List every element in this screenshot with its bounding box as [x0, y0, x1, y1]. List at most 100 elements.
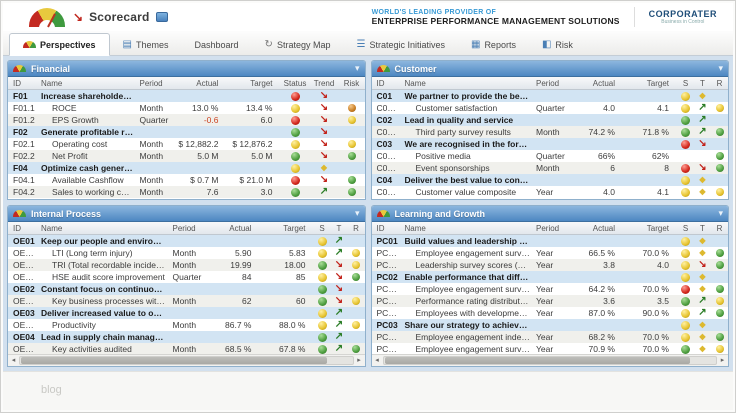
scroll-right-icon[interactable]: ▸: [357, 356, 361, 364]
status-ball-cell: [677, 319, 694, 331]
kpi-row[interactable]: F02.1 Operating cost Month $ 12,882.2 $ 12,8…: [8, 138, 365, 150]
scrollbar-thumb[interactable]: [21, 357, 327, 364]
scroll-right-icon[interactable]: ▸: [720, 356, 725, 364]
kpi-row[interactable]: F02.2 Net Profit Month 5.0 M 5.0 M ↘: [8, 150, 365, 162]
status-ball-yellow-icon: [681, 103, 690, 113]
tab-label: Reports: [484, 39, 516, 50]
kpi-row[interactable]: OE01.1 LTI (Long term injury) Month 5.90 5.8…: [8, 247, 365, 259]
kpi-row[interactable]: F01.2 EPS Growth Quarter -0.6 6.0 ↘: [8, 114, 365, 126]
cell-target: [623, 271, 677, 283]
scroll-left-icon[interactable]: ◂: [11, 356, 16, 364]
scrollbar-track[interactable]: [19, 356, 354, 365]
risk-ball-cell: [711, 102, 728, 114]
cell-target: [623, 174, 677, 186]
cell-id: OE03.1: [13, 320, 38, 330]
kpi-row[interactable]: F04.1 Available Cashflow Month $ 0.7 M $ 21.…: [8, 174, 365, 186]
tab-dashboard[interactable]: Dashboard: [182, 34, 252, 55]
status-ball-cell: [281, 162, 310, 174]
status-ball-cell: [677, 138, 694, 150]
cell-target: 85: [296, 272, 306, 282]
scrollbar-thumb[interactable]: [384, 357, 691, 364]
collapse-icon[interactable]: ▾: [354, 208, 360, 218]
column-header: ID: [376, 79, 385, 88]
kpi-row[interactable]: PC01.2 Leadership survey scores (360s)Yea…: [371, 259, 728, 271]
collapse-icon[interactable]: ▾: [718, 63, 723, 73]
status-ball-cell: [677, 295, 694, 307]
page-footer: blog: [3, 371, 733, 410]
objective-row[interactable]: OE02 Constant focus on continuous improve…: [8, 283, 365, 295]
cell-actual: 4.0: [603, 103, 615, 113]
cell-period: Quarter: [536, 103, 565, 113]
panel-customer-header[interactable]: Customer ▾: [371, 61, 728, 77]
tab-risk[interactable]: ◧ Risk: [529, 34, 586, 55]
kpi-row[interactable]: PC02.1 Employee engagement survey Year 64.2…: [371, 283, 728, 295]
objective-row[interactable]: F02 Generate profitable revenue growth ↘: [8, 126, 365, 138]
objective-row[interactable]: OE04 Lead in supply chain management ↗: [8, 331, 365, 343]
panel-learning-growth-header[interactable]: Learning and Growth ▾: [371, 206, 728, 222]
scorecard-badge-icon[interactable]: [155, 12, 168, 22]
risk-ball-cell: [348, 295, 365, 307]
objective-row[interactable]: OE01 Keep our people and environment safe…: [8, 235, 365, 247]
trend-cell: ↗: [331, 307, 348, 319]
cell-target: 4.0: [657, 260, 669, 270]
cell-target: [227, 126, 281, 138]
objective-row[interactable]: F01 Increase shareholder value ↘: [8, 90, 365, 102]
collapse-icon[interactable]: ▾: [718, 208, 723, 218]
kpi-row[interactable]: OE04.1 Key activities audited Month 68.5 % 6…: [8, 343, 365, 354]
tab-themes[interactable]: ▤ Themes: [110, 34, 182, 55]
kpi-row[interactable]: OE01.4 HSE audit score improvement Quarter…: [8, 271, 365, 283]
status-ball-cell: [281, 138, 310, 150]
kpi-row[interactable]: C01.1 Customer satisfaction Quarter 4.0 4.1 ↗: [371, 102, 728, 114]
panel-internal-process-header[interactable]: Internal Process ▾: [8, 206, 365, 222]
objective-row[interactable]: F04 Optimize cash generation ◆: [8, 162, 365, 174]
scrollbar-track[interactable]: [382, 356, 717, 365]
scroll-left-icon[interactable]: ◂: [375, 356, 379, 364]
panel-financial-header[interactable]: Financial ▾: [8, 61, 365, 77]
risk-ball-green-icon: [715, 285, 724, 293]
kpi-row[interactable]: F01.1 ROCE Month 13.0 % 13.4 % ↘: [8, 102, 365, 114]
kpi-row[interactable]: OE01.2 TRI (Total recordable incidents)Mo…: [8, 259, 365, 271]
objective-row[interactable]: PC02 Enable performance that differentiat…: [371, 271, 728, 283]
objective-row[interactable]: OE03 Deliver increased value to our custo…: [8, 307, 365, 319]
objective-row[interactable]: C04 Deliver the best value to consumers ◆: [371, 174, 728, 186]
h-scrollbar[interactable]: ◂ ▸: [371, 354, 728, 366]
objective-row[interactable]: C01 We partner to provide the best produc…: [371, 90, 728, 102]
cell-id: PC03: [376, 320, 398, 330]
trend-down-icon: ↘: [698, 138, 707, 149]
kpi-row[interactable]: PC03.1 Employee engagement index - overal…: [371, 331, 728, 343]
objective-row[interactable]: C02 Lead in quality and service ↗: [371, 114, 728, 126]
kpi-row[interactable]: PC02.3 Employees with development plansYe…: [371, 307, 728, 319]
tab-reports[interactable]: ▦ Reports: [458, 34, 529, 55]
objective-row[interactable]: PC03 Share our strategy to achieve our go…: [371, 319, 728, 331]
kpi-row[interactable]: PC02.2 Performance rating distribution Yea…: [371, 295, 728, 307]
kpi-row[interactable]: C04.1 Customer value composite Year 4.0 4.1 ◆: [371, 186, 728, 198]
cell-period: Month: [172, 320, 197, 330]
cell-target: [623, 235, 677, 247]
kpi-row[interactable]: F04.2 Sales to working capital ratioMonth…: [8, 186, 365, 198]
objective-row[interactable]: PC01 Build values and leadership practice…: [371, 235, 728, 247]
kpi-row[interactable]: C03.2 Event sponsorships Month 6 8 ↘: [371, 162, 728, 174]
tab-strategic-initiatives[interactable]: ☰ Strategic Initiatives: [343, 34, 458, 55]
trend-cell: ↘: [310, 90, 339, 102]
status-ball-yellow-icon: [681, 236, 690, 246]
objective-row[interactable]: C03 We are recognised in the forefront of…: [371, 138, 728, 150]
cell-id: OE01.4: [13, 272, 38, 282]
trend-cell: ◆: [694, 186, 711, 198]
status-ball-cell: [677, 235, 694, 247]
kpi-row[interactable]: C02.1 Third party survey results Month 74.2…: [371, 126, 728, 138]
tab-strategy-map[interactable]: ↻ Strategy Map: [252, 34, 344, 55]
h-scrollbar[interactable]: ◂ ▸: [8, 354, 365, 366]
collapse-icon[interactable]: ▾: [354, 63, 360, 73]
kpi-row[interactable]: PC01.1 Employee engagement survey Year 66.5…: [371, 247, 728, 259]
kpi-row[interactable]: C03.1 Positive media Quarter 66% 62%: [371, 150, 728, 162]
tab-perspectives[interactable]: Perspectives: [9, 33, 110, 56]
cell-period: Month: [139, 175, 164, 185]
cell-period: [137, 162, 175, 174]
kpi-row[interactable]: OE03.1 Productivity Month 86.7 % 88.0 % ↗: [8, 319, 365, 331]
cell-target: 5.0 M: [251, 151, 273, 161]
column-header: Period: [139, 79, 163, 88]
kpi-row[interactable]: PC03.2 Employee engagement survey – quest…: [371, 343, 728, 354]
cell-target: $ 12,876.2: [232, 139, 273, 149]
kpi-row[interactable]: OE02.1 Key business processes with comple…: [8, 295, 365, 307]
cell-period: [533, 174, 571, 186]
